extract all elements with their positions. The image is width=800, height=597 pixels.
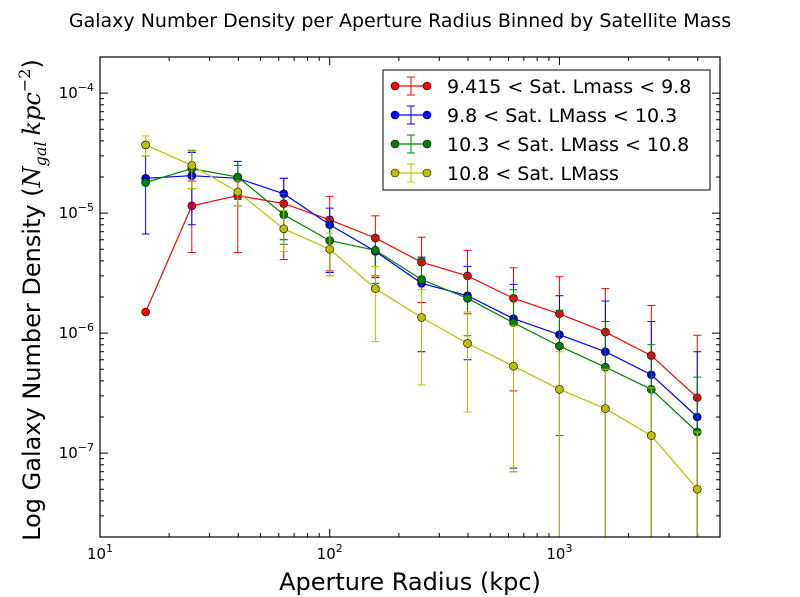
y-tick-base: 10 xyxy=(59,204,78,222)
y-axis-label-close: ) xyxy=(18,59,46,68)
x-tick-exponent: 2 xyxy=(336,542,343,555)
data-point xyxy=(509,361,518,371)
legend: 9.415 < Sat. Lmass < 9.8 9.8 < Sat. LMass… xyxy=(382,69,711,191)
data-point xyxy=(647,431,656,440)
legend-marker xyxy=(422,168,432,178)
data-point xyxy=(233,172,243,182)
x-tick-label: 101 xyxy=(87,542,113,563)
x-tick-base: 10 xyxy=(87,545,106,563)
x-tick-exponent: 3 xyxy=(565,542,572,555)
legend-marker xyxy=(390,139,400,149)
data-point xyxy=(371,284,380,293)
y-tick-label: 10−5 xyxy=(59,201,94,222)
data-point xyxy=(141,178,150,187)
legend-label: 9.415 < Sat. Lmass < 9.8 xyxy=(447,76,691,98)
x-tick-exponent: 1 xyxy=(106,542,113,555)
legend-marker xyxy=(390,110,400,120)
y-axis-label-math-n: N xyxy=(18,165,46,188)
y-tick-label: 10−6 xyxy=(59,321,94,342)
x-axis-label: Aperture Radius (kpc) xyxy=(279,568,541,596)
y-axis-label: Log Galaxy Number Density (Ngal kpc−2) xyxy=(15,59,50,541)
series-4 xyxy=(141,135,702,537)
legend-marker xyxy=(390,81,400,91)
x-tick-label: 102 xyxy=(317,542,343,563)
legend-label: 10.8 < Sat. LMass xyxy=(447,163,619,185)
legend-label: 9.8 < Sat. LMass < 10.3 xyxy=(447,105,677,127)
data-point xyxy=(555,341,564,351)
y-tick-base: 10 xyxy=(59,84,78,102)
chart-title: Galaxy Number Density per Aperture Radiu… xyxy=(69,10,731,32)
x-tick-base: 10 xyxy=(546,545,565,563)
legend-marker xyxy=(390,168,400,178)
legend-marker xyxy=(422,81,432,91)
data-point xyxy=(187,161,197,170)
y-axis-label-math-sub: gal xyxy=(31,141,50,166)
y-tick-exponent: −6 xyxy=(78,321,94,334)
data-point xyxy=(417,275,426,284)
legend-marker xyxy=(422,139,432,149)
axis-ticks xyxy=(99,56,721,538)
data-point xyxy=(692,484,702,494)
y-tick-exponent: −4 xyxy=(78,81,94,94)
y-tick-label: 10−7 xyxy=(59,441,94,462)
data-point xyxy=(371,246,380,255)
y-tick-base: 10 xyxy=(59,324,78,342)
data-point xyxy=(279,224,289,234)
plot-frame xyxy=(99,56,721,538)
y-tick-exponent: −5 xyxy=(78,201,94,214)
series-group xyxy=(141,135,702,537)
x-tick-label: 103 xyxy=(546,542,572,563)
y-axis-label-exp: −2 xyxy=(15,69,34,93)
data-point xyxy=(325,244,335,254)
y-axis-label-unit: kpc xyxy=(18,92,46,135)
legend-box xyxy=(382,69,711,191)
data-point xyxy=(555,385,564,394)
data-point xyxy=(141,140,150,150)
legend-marker xyxy=(422,110,432,120)
y-tick-exponent: −7 xyxy=(78,441,94,454)
y-axis-label-text: Log Galaxy Number Density ( xyxy=(18,187,46,540)
data-point xyxy=(601,404,610,413)
data-point xyxy=(233,187,243,197)
data-point xyxy=(463,294,472,303)
y-tick-base: 10 xyxy=(59,444,78,462)
data-point xyxy=(417,313,426,322)
x-tick-base: 10 xyxy=(317,545,336,563)
data-point xyxy=(141,307,150,317)
legend-label: 10.3 < Sat. LMass < 10.8 xyxy=(447,134,689,156)
data-point xyxy=(463,339,472,348)
y-tick-label: 10−4 xyxy=(59,81,94,102)
